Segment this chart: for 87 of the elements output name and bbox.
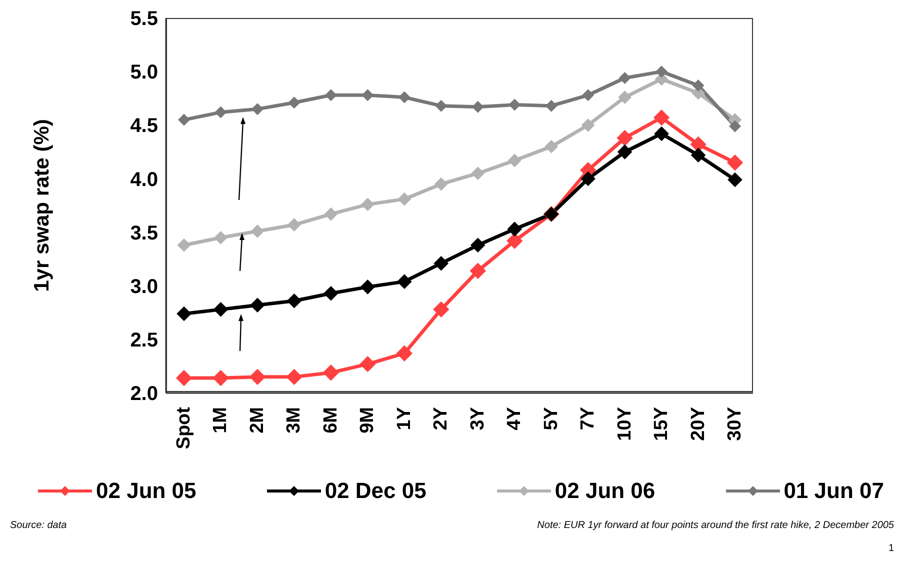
legend-label: 02 Jun 06 [554, 478, 656, 504]
y-tick-label: 2.0 [130, 383, 158, 406]
point [360, 198, 374, 212]
point [470, 262, 486, 279]
point [288, 218, 301, 232]
x-tick-label: 15Y [651, 406, 672, 441]
point [470, 238, 486, 253]
x-tick-label: 10Y [614, 406, 636, 441]
point [434, 177, 448, 191]
text: 1 [887, 543, 894, 554]
y-tick-label: 5.0 [130, 62, 158, 84]
x-tick-label: 3M [284, 407, 305, 434]
point [653, 110, 670, 126]
y-tick-label: 3.0 [130, 276, 158, 298]
point [324, 89, 337, 102]
x-tick-label: 2M [246, 407, 268, 434]
point [617, 144, 632, 160]
point [213, 302, 228, 317]
point [176, 370, 192, 386]
point [286, 368, 302, 386]
point [249, 368, 266, 386]
point [726, 154, 744, 171]
point [324, 286, 338, 301]
point [506, 232, 523, 249]
x-tick-label: 7Y [578, 406, 599, 430]
legend-label: 01 Jun 07 [784, 478, 884, 504]
point [214, 230, 228, 244]
source-note: Source: data [10, 520, 67, 531]
point [178, 114, 190, 126]
point [544, 140, 558, 154]
point [580, 171, 596, 186]
point [729, 120, 741, 132]
point [250, 224, 264, 238]
y-tick-label: 5.5 [130, 8, 158, 30]
legend-label: 02 Dec 05 [324, 478, 426, 504]
point [728, 172, 742, 188]
x-tick-label: Spot [174, 406, 194, 450]
point [398, 91, 410, 104]
point [286, 293, 302, 308]
point [176, 306, 192, 322]
point [690, 148, 706, 163]
point [508, 154, 522, 168]
point [582, 89, 594, 102]
point [396, 345, 412, 362]
y-axis-title: 1yr swap rate (%) [30, 119, 54, 292]
point [692, 80, 704, 92]
point [433, 301, 450, 318]
x-tick-label: 4Y [504, 406, 526, 430]
point [616, 130, 633, 146]
legend-label: 02 Jun 05 [96, 478, 196, 504]
point [251, 103, 264, 116]
point [362, 89, 374, 102]
x-tick-label: 9M [357, 407, 378, 434]
point [618, 72, 631, 84]
point [360, 280, 376, 294]
x-tick-label: 2Y [430, 406, 452, 430]
point [471, 166, 485, 180]
point [177, 238, 191, 252]
point [322, 364, 340, 381]
text: Note: EUR 1yr forward at four points around the first rate hike, 2 December 2005 [537, 520, 894, 531]
point [324, 207, 338, 221]
point [656, 66, 668, 78]
point [214, 106, 227, 118]
y-tick-label: 4.0 [130, 168, 158, 191]
point [654, 126, 669, 142]
y-tick-label: 3.5 [130, 222, 158, 244]
point [434, 256, 449, 271]
point [250, 298, 265, 313]
point [397, 274, 412, 289]
y-tick-label: 4.5 [130, 115, 158, 138]
point [581, 118, 595, 132]
x-tick-label: 5Y [540, 406, 562, 430]
point [360, 356, 376, 372]
y-tick-label: 2.5 [130, 330, 158, 352]
point [618, 90, 632, 104]
x-tick-label: 3Y [467, 406, 488, 430]
point [435, 100, 448, 112]
x-tick-label: 20Y [688, 406, 709, 441]
point [398, 192, 412, 206]
point [212, 370, 229, 386]
x-tick-label: 1Y [394, 406, 415, 430]
x-tick-label: 30Y [724, 406, 746, 441]
x-tick-label: 6M [320, 407, 342, 434]
point [288, 96, 300, 109]
x-tick-label: 1M [210, 407, 232, 434]
point [508, 98, 521, 111]
point [507, 222, 522, 236]
